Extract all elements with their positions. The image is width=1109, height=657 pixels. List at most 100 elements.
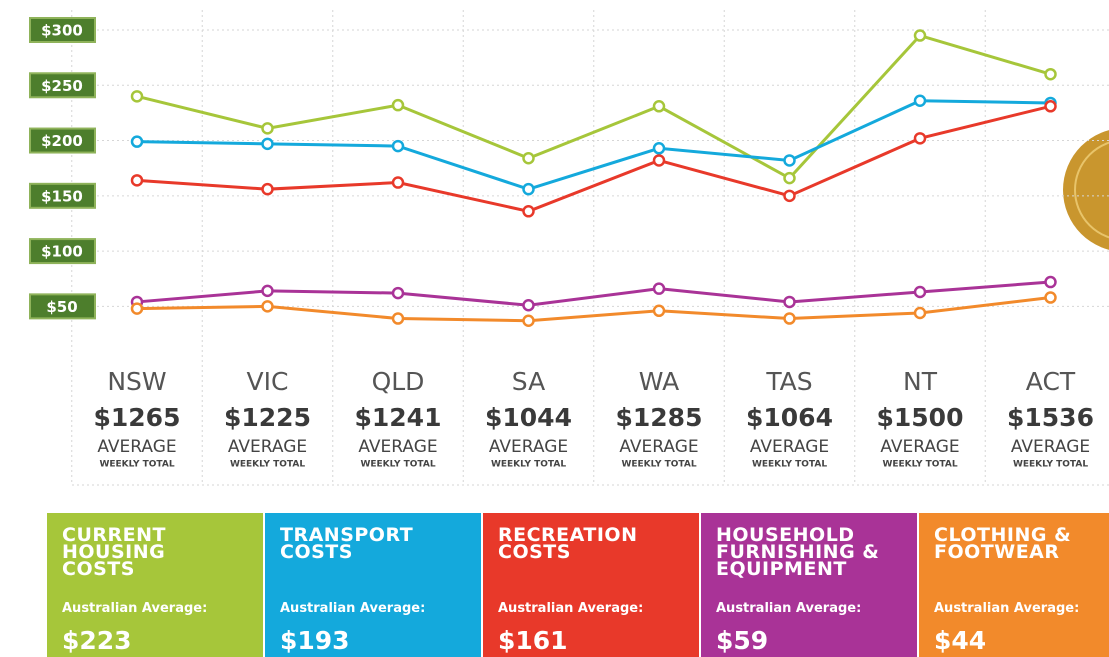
total-subcaption: WEEKLY TOTAL	[360, 460, 435, 470]
x-tick-label: QLD	[372, 367, 425, 396]
legend-average: $161	[498, 626, 568, 655]
total-subcaption: WEEKLY TOTAL	[99, 460, 174, 470]
series-point	[1044, 100, 1057, 113]
series-point	[130, 135, 144, 148]
x-tick-label: WA	[639, 367, 679, 396]
series-point	[913, 306, 927, 320]
series-point	[261, 300, 274, 313]
x-tick-label: ACT	[1026, 367, 1076, 396]
total-subcaption: WEEKLY TOTAL	[491, 460, 566, 470]
total-subcaption: WEEKLY TOTAL	[882, 460, 957, 470]
series-point	[130, 90, 144, 103]
y-tick-box	[29, 238, 96, 265]
x-tick-label: NT	[903, 367, 938, 396]
series-point	[652, 154, 666, 167]
series-point	[783, 189, 796, 203]
legend-name: CURRENT HOUSING COSTS	[62, 524, 166, 580]
y-tick-label: $200	[41, 132, 83, 150]
y-tick-label: $150	[41, 187, 83, 205]
total-subcaption: WEEKLY TOTAL	[230, 460, 305, 470]
total-label: $1044	[485, 403, 572, 432]
series-point	[391, 176, 405, 189]
series-point	[522, 205, 535, 218]
legend-name: CLOTHING & FOOTWEAR	[934, 524, 1072, 563]
legend-caption: Australian Average:	[498, 601, 644, 616]
total-caption: AVERAGE	[619, 437, 698, 457]
series-point	[913, 132, 927, 145]
series-point	[652, 100, 666, 113]
series-line	[136, 280, 1051, 307]
legend-name: HOUSEHOLD FURNISHING & EQUIPMENT	[716, 524, 880, 580]
series-point	[783, 154, 796, 167]
legend-box: TRANSPORT COSTS Australian Average: $193	[265, 513, 481, 657]
series-point	[391, 312, 405, 325]
series-point	[913, 29, 927, 42]
series-point	[522, 151, 535, 165]
legend-box: CLOTHING & FOOTWEAR Australian Average: $4…	[919, 513, 1109, 657]
series-point	[1044, 275, 1057, 289]
series-point	[783, 171, 796, 185]
total-caption: AVERAGE	[880, 437, 959, 457]
series-point	[1044, 291, 1057, 304]
total-caption: AVERAGE	[358, 437, 437, 457]
series-point	[522, 314, 535, 327]
series-point	[913, 285, 927, 299]
decor-badge	[1063, 130, 1109, 250]
series-point	[522, 299, 535, 312]
legend-box: CURRENT HOUSING COSTS Australian Average:…	[47, 513, 263, 657]
series-point	[783, 312, 796, 325]
legend-average: $223	[62, 626, 132, 655]
legend-box: RECREATION COSTS Australian Average: $161	[483, 513, 699, 657]
total-label: $1225	[224, 403, 311, 432]
series-line	[136, 33, 1051, 181]
legend-caption: Australian Average:	[716, 601, 862, 616]
series-point	[261, 122, 274, 135]
series-line	[136, 99, 1051, 191]
total-caption: AVERAGE	[750, 437, 829, 457]
series-point	[1044, 67, 1057, 81]
decor-badge-ring	[1074, 141, 1109, 239]
legend-average: $193	[280, 626, 350, 655]
y-tick-box	[29, 293, 96, 320]
series-point	[391, 98, 405, 112]
series-point	[522, 182, 535, 196]
legend-caption: Australian Average:	[934, 601, 1080, 616]
total-subcaption: WEEKLY TOTAL	[621, 460, 696, 470]
series-line	[136, 104, 1051, 213]
series-point	[130, 302, 144, 315]
series-point	[261, 137, 274, 151]
total-label: $1500	[877, 403, 964, 432]
series-point	[652, 142, 666, 155]
series-point	[391, 139, 405, 153]
total-label: $1064	[746, 403, 833, 432]
series-point	[652, 282, 666, 295]
total-label: $1265	[94, 403, 181, 432]
y-tick-label: $50	[46, 298, 77, 316]
series-point	[261, 182, 274, 196]
legend-average: $59	[716, 626, 769, 655]
series-line	[136, 296, 1051, 323]
total-label: $1536	[1007, 403, 1094, 432]
legend-name: TRANSPORT COSTS	[280, 524, 414, 563]
y-tick-box	[29, 127, 96, 154]
x-tick-label: NSW	[107, 367, 166, 396]
x-tick-label: TAS	[765, 367, 812, 396]
y-tick-box	[29, 17, 96, 43]
total-caption: AVERAGE	[1011, 437, 1090, 457]
legend-caption: Australian Average:	[62, 601, 208, 616]
y-tick-box	[29, 72, 96, 99]
x-tick-label: SA	[512, 367, 545, 396]
series-point	[652, 304, 666, 318]
total-subcaption: WEEKLY TOTAL	[1013, 460, 1088, 470]
series-point	[261, 284, 274, 298]
legend-box: HOUSEHOLD FURNISHING & EQUIPMENT Australi…	[701, 513, 917, 657]
series-point	[391, 286, 405, 300]
y-tick-label: $100	[41, 243, 83, 261]
total-label: $1285	[616, 403, 703, 432]
total-subcaption: WEEKLY TOTAL	[752, 460, 827, 470]
total-caption: AVERAGE	[489, 437, 568, 457]
x-tick-label: VIC	[247, 367, 289, 396]
legend-name: RECREATION COSTS	[498, 524, 638, 563]
